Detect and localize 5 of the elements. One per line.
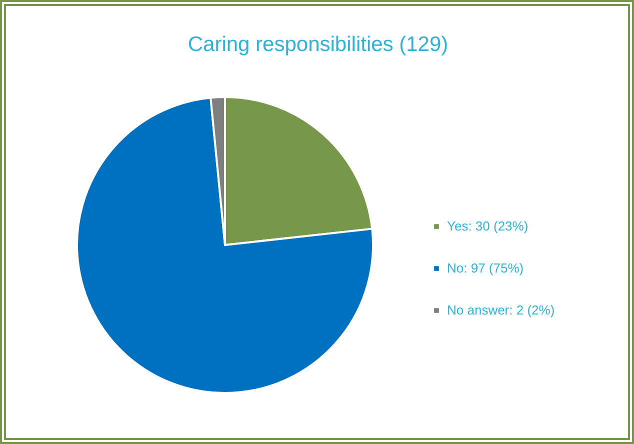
legend-label: No: 97 (75%)	[447, 260, 524, 276]
legend-label: Yes: 30 (23%)	[447, 218, 528, 234]
legend-label: No answer: 2 (2%)	[447, 302, 555, 318]
pie-slice	[76, 96, 374, 394]
chart-title: Caring responsibilities (129)	[188, 33, 448, 56]
